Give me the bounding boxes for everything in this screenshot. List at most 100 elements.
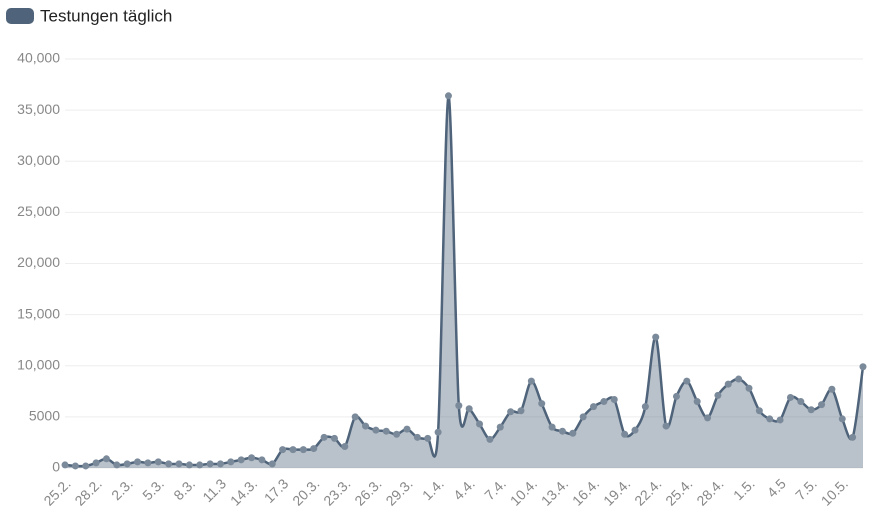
x-tick-label: 10.5. [818, 475, 851, 508]
point [465, 405, 473, 413]
point [724, 380, 732, 388]
x-tick-label: 1.5. [730, 475, 758, 503]
point [776, 416, 784, 424]
point [71, 462, 79, 470]
legend-label: Testungen täglich [40, 6, 172, 25]
point [527, 377, 535, 385]
x-tick-label: 28.4. [693, 475, 726, 508]
point [123, 460, 131, 468]
point [538, 400, 546, 408]
point [590, 403, 598, 411]
point [600, 398, 608, 406]
point [631, 426, 639, 434]
point [372, 426, 380, 434]
point [206, 460, 214, 468]
point [113, 461, 121, 469]
point [175, 460, 183, 468]
x-tick-label: 14.3. [227, 475, 260, 508]
point [154, 458, 162, 466]
point [299, 446, 307, 454]
x-tick-label: 25.4. [662, 475, 695, 508]
legend-swatch [6, 8, 34, 24]
x-tick-label: 7.5. [792, 475, 820, 503]
x-tick-label: 17.3 [261, 475, 292, 506]
point [517, 407, 525, 415]
point [745, 384, 753, 392]
point [621, 430, 629, 438]
point [444, 92, 452, 100]
x-tick-label: 4.5 [764, 475, 789, 500]
point [320, 433, 328, 441]
point [641, 403, 649, 411]
y-tick-label: 0 [52, 459, 60, 475]
point [82, 462, 90, 470]
y-tick-label: 35,000 [17, 101, 60, 117]
point [144, 459, 152, 467]
point [818, 401, 826, 409]
x-tick-label: 5.3. [139, 475, 167, 503]
x-tick-label: 16.4. [569, 475, 602, 508]
y-tick-label: 15,000 [17, 305, 60, 321]
point [424, 434, 432, 442]
point [693, 398, 701, 406]
point [279, 446, 287, 454]
point [579, 413, 587, 421]
point [61, 461, 69, 469]
point [237, 456, 245, 464]
point [735, 375, 743, 383]
y-tick-label: 25,000 [17, 203, 60, 219]
x-tick-label: 4.4. [450, 475, 478, 503]
x-tick-label: 2.3. [108, 475, 136, 503]
y-tick-label: 40,000 [17, 50, 60, 66]
point [662, 422, 670, 430]
point [102, 455, 110, 463]
point [393, 430, 401, 438]
point [455, 402, 463, 410]
point [704, 414, 712, 422]
point [507, 408, 515, 416]
point [196, 461, 204, 469]
point [859, 363, 867, 371]
point [548, 423, 556, 431]
point [434, 428, 442, 436]
point [341, 443, 349, 451]
y-tick-label: 30,000 [17, 152, 60, 168]
point [258, 456, 266, 464]
point [382, 427, 390, 435]
point [672, 392, 680, 400]
point [558, 427, 566, 435]
x-tick-label: 22.4. [631, 475, 664, 508]
area [65, 95, 863, 468]
x-tick-label: 20.3. [289, 475, 322, 508]
point [652, 333, 660, 341]
x-tick-label: 29.3. [382, 475, 415, 508]
point [330, 434, 338, 442]
point [807, 406, 815, 414]
point [268, 460, 276, 468]
point [486, 435, 494, 443]
point [838, 415, 846, 423]
point [569, 429, 577, 437]
point [766, 415, 774, 423]
point [755, 407, 763, 415]
point [683, 377, 691, 385]
x-tick-label: 28.2. [71, 475, 104, 508]
x-tick-label: 10.4. [507, 475, 540, 508]
x-tick-label: 23.3. [320, 475, 353, 508]
y-tick-label: 10,000 [17, 356, 60, 372]
point [351, 413, 359, 421]
point [714, 391, 722, 399]
point [362, 422, 370, 430]
point [92, 459, 100, 467]
point [289, 446, 297, 454]
point [216, 460, 224, 468]
y-tick-label: 20,000 [17, 254, 60, 270]
x-tick-label: 1.4. [419, 475, 447, 503]
point [248, 454, 256, 462]
point [134, 458, 142, 466]
x-tick-label: 25.2. [40, 475, 73, 508]
x-tick-label: 11.3 [199, 475, 229, 505]
point [476, 420, 484, 428]
point [413, 433, 421, 441]
point [165, 460, 173, 468]
